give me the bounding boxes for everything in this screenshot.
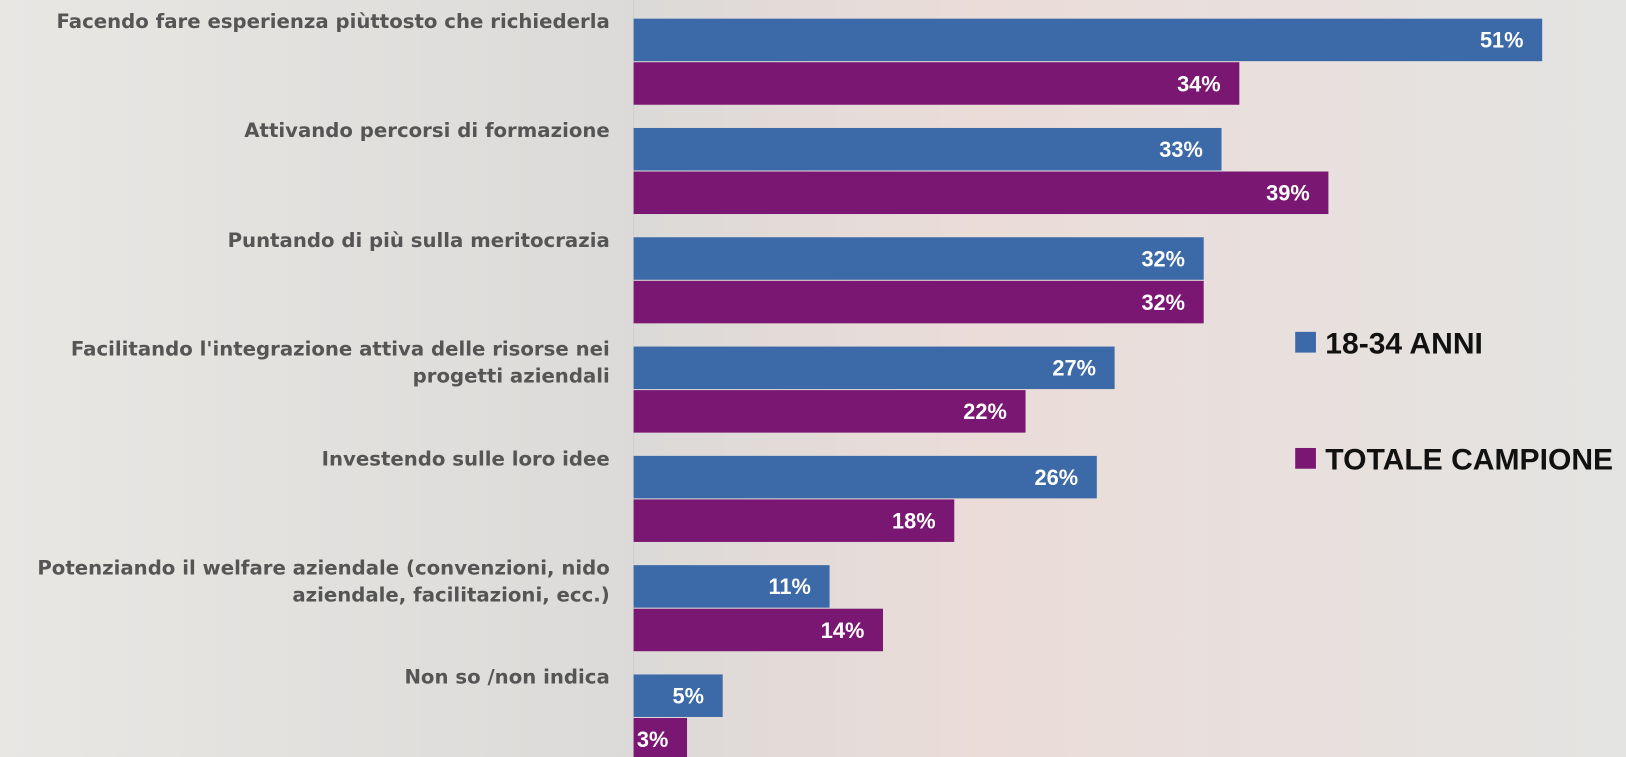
bar <box>633 608 884 652</box>
value-label: 26% <box>1035 465 1079 490</box>
value-label: 3% <box>637 727 668 752</box>
bar <box>633 280 1204 324</box>
bar <box>633 565 830 608</box>
bar <box>633 674 723 717</box>
value-label: 14% <box>821 618 865 643</box>
legend-label: TOTALE CAMPIONE <box>1325 443 1613 476</box>
category-label-box: Puntando di più sulla meritocrazia <box>227 228 610 252</box>
value-label: 32% <box>1141 246 1185 271</box>
category-label: Potenziando il welfare aziendale (conven… <box>37 556 610 607</box>
category-label: Facilitando l'integrazione attiva delle … <box>70 338 610 389</box>
category-label-box: Potenziando il welfare aziendale (conven… <box>37 556 610 607</box>
value-label: 39% <box>1266 181 1310 206</box>
bar <box>633 62 1240 105</box>
bar <box>633 127 1222 171</box>
category-label: Investendo sulle loro idee <box>321 447 610 471</box>
value-label: 11% <box>769 574 811 599</box>
value-label: 18% <box>892 508 936 533</box>
category-label-box: Non so /non indica <box>404 666 610 689</box>
bar <box>633 18 1543 62</box>
value-label: 51% <box>1480 28 1524 53</box>
category-label-box: Facendo fare esperienza piùttosto che ri… <box>56 10 610 34</box>
value-label: 22% <box>963 399 1007 424</box>
value-label: 32% <box>1141 290 1185 315</box>
value-label: 34% <box>1177 71 1221 96</box>
category-label-box: Investendo sulle loro idee <box>321 447 610 471</box>
bar <box>633 390 1026 433</box>
value-label: 27% <box>1052 356 1096 381</box>
bar <box>633 718 688 757</box>
category-label: Attivando percorsi di formazione <box>244 119 610 143</box>
bar <box>633 346 1115 390</box>
value-label: 33% <box>1159 137 1203 162</box>
category-label: Facendo fare esperienza piùttosto che ri… <box>56 10 610 34</box>
category-label-box: Facilitando l'integrazione attiva delle … <box>70 338 610 389</box>
bar <box>633 455 1097 499</box>
category-label: Non so /non indica <box>404 666 610 689</box>
bar <box>633 237 1204 280</box>
value-label: 5% <box>673 684 704 709</box>
bar <box>633 171 1329 215</box>
category-label: Puntando di più sulla meritocrazia <box>227 228 610 252</box>
bar <box>633 499 955 542</box>
legend-swatch <box>1295 447 1316 469</box>
legend-swatch <box>1295 331 1316 353</box>
legend-label: 18-34 ANNI <box>1325 327 1483 360</box>
category-label-box: Attivando percorsi di formazione <box>244 119 610 143</box>
